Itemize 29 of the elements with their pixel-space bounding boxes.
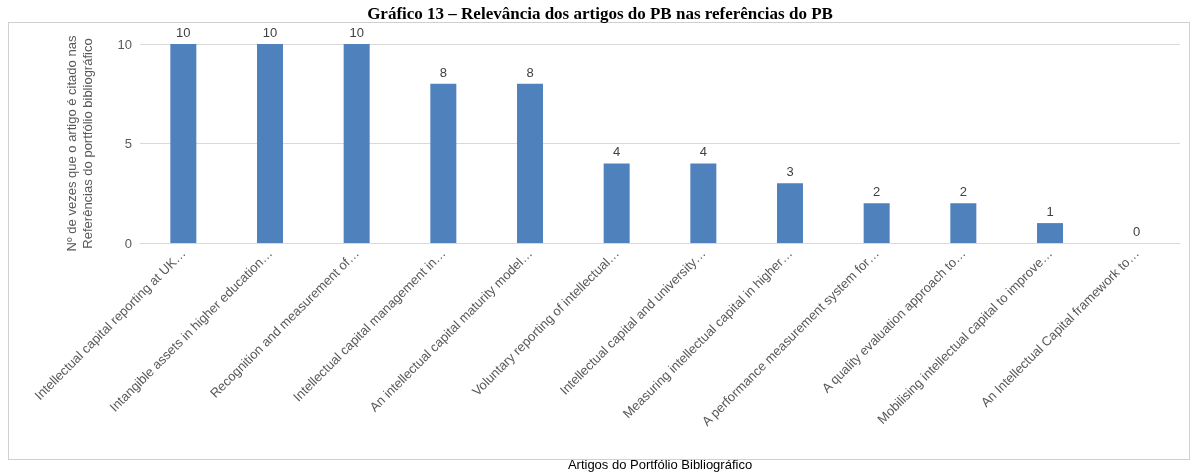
data-label: 1: [1046, 204, 1054, 220]
data-label: 3: [786, 164, 794, 180]
bar: [170, 44, 197, 243]
data-label: 4: [699, 144, 707, 160]
bar: [777, 183, 803, 243]
y-tick-label: 5: [124, 136, 132, 151]
data-label: 4: [613, 144, 621, 160]
data-label: 10: [262, 25, 278, 40]
data-label: 10: [176, 25, 191, 40]
chart-title: Gráfico 13 – Relevância dos artigos do PB nas referências do PB: [367, 4, 833, 23]
bar: [430, 83, 457, 243]
bar: [1037, 223, 1063, 243]
bar: [517, 83, 543, 243]
y-tick-label: 10: [117, 36, 132, 52]
bar: [950, 203, 977, 243]
data-label: 2: [873, 184, 881, 200]
bar: [863, 203, 890, 243]
x-axis-title: Artigos do Portfólio Bibliográfico: [567, 457, 753, 472]
data-label: 2: [959, 184, 967, 200]
bar: [257, 44, 283, 243]
bar: [603, 163, 630, 243]
y-axis-title: Nº de vezes que o artigo é citado nas Referências do portfólio bibliográfico: [63, 35, 95, 252]
y-tick-label: 0: [124, 235, 132, 251]
data-label: 8: [439, 64, 447, 80]
bar: [690, 163, 717, 243]
data-label: 10: [349, 25, 364, 40]
data-label: 8: [526, 64, 534, 80]
bar: [343, 44, 370, 243]
data-label: 0: [1133, 224, 1141, 239]
